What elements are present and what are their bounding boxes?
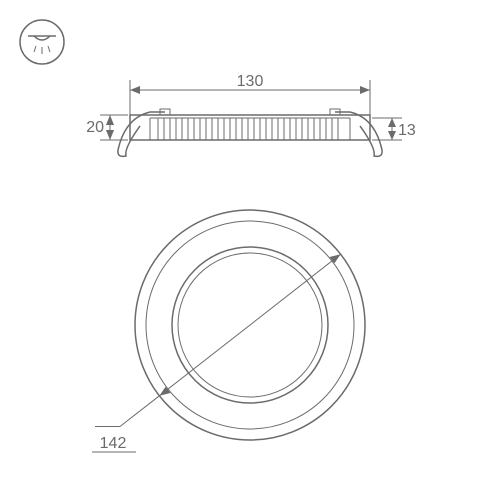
dim-diameter: 142: [92, 435, 136, 452]
dim-diameter-label: 142: [100, 435, 127, 452]
diameter-arrow: [95, 254, 341, 426]
downlight-icon: [20, 20, 64, 64]
spring-clip-right: [335, 112, 382, 156]
front-view: 142: [92, 210, 365, 452]
dim-height-left-label: 20: [86, 119, 104, 136]
heatsink-hatch: [158, 118, 338, 140]
side-body: [130, 109, 370, 140]
side-view: 130 20 13: [86, 73, 416, 156]
dim-depth-right-label: 13: [398, 122, 416, 139]
technical-drawing: 130 20 13: [0, 0, 500, 500]
dim-width-label: 130: [237, 73, 264, 90]
